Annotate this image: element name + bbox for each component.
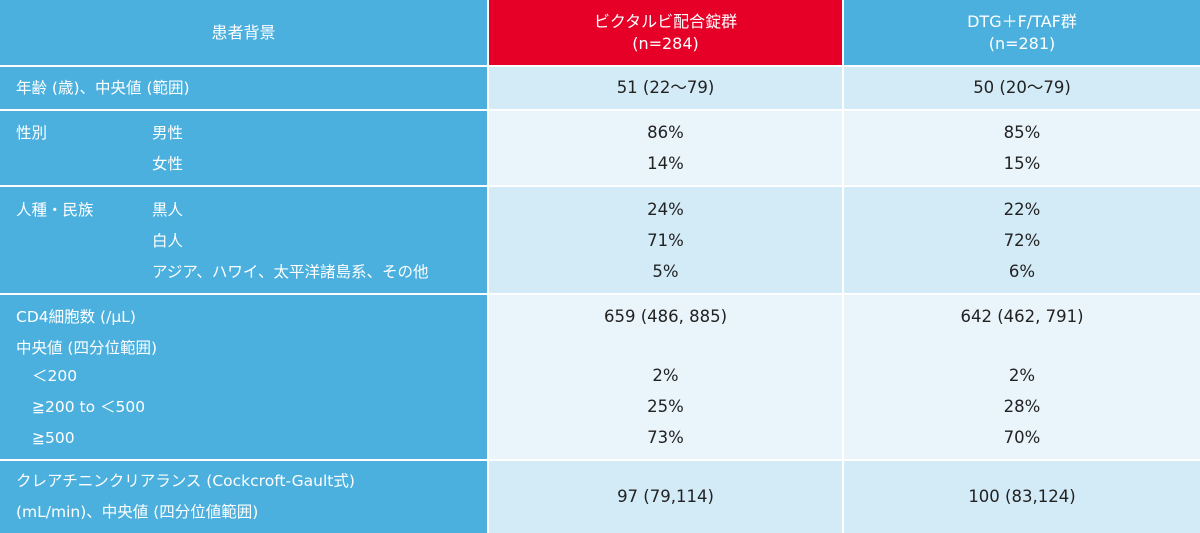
table-row-age: 年齢 (歳)、中央値 (範囲) 51 (22〜79) 50 (20〜79) — [0, 67, 1200, 109]
race-black-label: 黒人 — [152, 201, 184, 219]
header-patient-background: 患者背景 — [0, 0, 487, 65]
header-label: 患者背景 — [211, 22, 276, 42]
row-label-cell: 性別 男性 女性 — [0, 111, 487, 185]
sex-female-value: 14% — [647, 154, 684, 173]
value-cell: 86% 14% — [489, 111, 842, 185]
crcl-value: 100 (83,124) — [968, 487, 1076, 506]
value-cell: 85% 15% — [844, 111, 1200, 185]
header-label: DTG＋F/TAF群 — [967, 11, 1077, 31]
race-white-value: 71% — [647, 231, 684, 250]
value-cell: 24% 71% 5% — [489, 187, 842, 293]
race-black-value: 24% — [647, 200, 684, 219]
crcl-sublabel: (mL/min)、中央値 (四分位値範囲) — [16, 503, 259, 521]
sex-female-value: 15% — [1003, 154, 1041, 173]
cd4-sublabel: 中央値 (四分位範囲) — [16, 339, 158, 357]
crcl-label: クレアチニンクリアランス (Cockcroft-Gault式) — [16, 472, 355, 490]
table-header-row: 患者背景 ビクタルビ配合錠群 (n=284) DTG＋F/TAF群 (n=281… — [0, 0, 1200, 65]
cd4-median-value: 659 (486, 885) — [603, 307, 728, 326]
value-cell: 50 (20〜79) — [844, 67, 1200, 109]
race-white-label: 白人 — [152, 232, 184, 250]
value-cell: 51 (22〜79) — [489, 67, 842, 109]
cd4-mid-value: 28% — [1003, 397, 1041, 416]
race-black-value: 22% — [1003, 200, 1041, 219]
cd4-lt200-label: ＜200 — [32, 367, 78, 385]
value-cell: 100 (83,124) — [844, 461, 1200, 533]
race-asian-value: 6% — [1008, 262, 1036, 281]
cd4-ge500-value: 70% — [1003, 428, 1041, 447]
cd4-lt200-value: 2% — [1008, 366, 1036, 385]
table-row-sex: 性別 男性 女性 86% 14% 85% 15% — [0, 111, 1200, 185]
cd4-lt200-value: 2% — [652, 366, 679, 385]
age-label: 年齢 (歳)、中央値 (範囲) — [16, 79, 190, 97]
crcl-value: 97 (79,114) — [617, 487, 714, 506]
cd4-ge500-value: 73% — [647, 428, 684, 447]
header-biktarvy-group: ビクタルビ配合錠群 (n=284) — [489, 0, 842, 65]
race-asian-label: アジア、ハワイ、太平洋諸島系、その他 — [152, 263, 429, 281]
value-cell: 22% 72% 6% — [844, 187, 1200, 293]
age-value: 50 (20〜79) — [973, 78, 1071, 97]
header-label: (n=284) — [632, 33, 699, 53]
cd4-ge500-label: ≧500 — [32, 429, 75, 447]
value-cell: 642 (462, 791) 2% 28% 70% — [844, 295, 1200, 459]
table-row-race: 人種・民族 黒人 白人 アジア、ハワイ、太平洋諸島系、その他 24% 71% 5… — [0, 187, 1200, 293]
race-white-value: 72% — [1003, 231, 1041, 250]
sex-male-value: 86% — [647, 123, 684, 142]
table-row-creatinine-clearance: クレアチニンクリアランス (Cockcroft-Gault式) (mL/min)… — [0, 461, 1200, 533]
row-label-cell: 人種・民族 黒人 白人 アジア、ハワイ、太平洋諸島系、その他 — [0, 187, 487, 293]
header-label: ビクタルビ配合錠群 — [593, 11, 738, 31]
row-label-cell: クレアチニンクリアランス (Cockcroft-Gault式) (mL/min)… — [0, 461, 487, 533]
header-label: (n=281) — [988, 33, 1056, 53]
header-dtg-ftaf-group: DTG＋F/TAF群 (n=281) — [844, 0, 1200, 65]
value-cell: 97 (79,114) — [489, 461, 842, 533]
value-cell: 659 (486, 885) 2% 25% 73% — [489, 295, 842, 459]
age-value: 51 (22〜79) — [616, 78, 715, 97]
row-label-cell: 年齢 (歳)、中央値 (範囲) — [0, 67, 487, 109]
race-asian-value: 5% — [652, 262, 679, 281]
row-label-cell: CD4細胞数 (/μL) 中央値 (四分位範囲) ＜200 ≧200 to ＜5… — [0, 295, 487, 459]
sex-female-label: 女性 — [152, 155, 184, 173]
cd4-mid-label: ≧200 to ＜500 — [32, 398, 146, 416]
cd4-median-value: 642 (462, 791) — [960, 307, 1084, 326]
sex-male-label: 男性 — [152, 124, 184, 142]
sex-label: 性別 — [16, 124, 48, 142]
cd4-mid-value: 25% — [647, 397, 684, 416]
table-row-cd4: CD4細胞数 (/μL) 中央値 (四分位範囲) ＜200 ≧200 to ＜5… — [0, 295, 1200, 459]
race-label: 人種・民族 — [16, 201, 94, 219]
sex-male-value: 85% — [1003, 123, 1041, 142]
cd4-label: CD4細胞数 (/μL) — [16, 308, 136, 326]
